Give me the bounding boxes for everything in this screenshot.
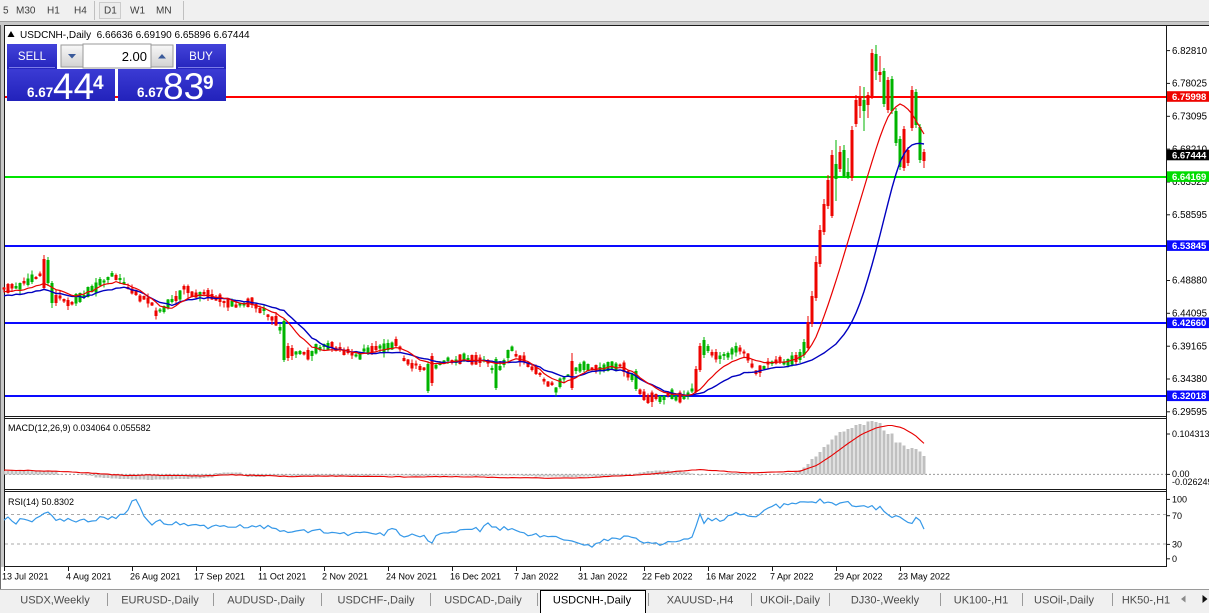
svg-text:XAUUSD-,H4: XAUUSD-,H4 (667, 595, 734, 607)
svg-text:22 Feb 2022: 22 Feb 2022 (642, 572, 693, 582)
svg-text:2 Nov 2021: 2 Nov 2021 (322, 572, 368, 582)
svg-text:6.42660: 6.42660 (1172, 318, 1206, 329)
svg-text:6.29595: 6.29595 (1172, 407, 1207, 418)
svg-text:H4: H4 (74, 6, 87, 17)
svg-text:7 Apr 2022: 7 Apr 2022 (770, 572, 814, 582)
svg-text:USDCAD-,Daily: USDCAD-,Daily (444, 595, 522, 607)
svg-text:100: 100 (1172, 495, 1187, 505)
svg-text:16 Mar 2022: 16 Mar 2022 (706, 572, 757, 582)
svg-text:USOil-,Daily: USOil-,Daily (1034, 595, 1094, 607)
svg-text:13 Jul 2021: 13 Jul 2021 (2, 572, 49, 582)
svg-text:6.67: 6.67 (137, 85, 163, 100)
svg-text:SELL: SELL (18, 51, 47, 63)
svg-text:USDCHF-,Daily: USDCHF-,Daily (338, 595, 416, 607)
svg-text:6.58595: 6.58595 (1172, 210, 1207, 221)
svg-text:5: 5 (3, 6, 9, 17)
svg-text:70: 70 (1172, 511, 1182, 521)
svg-text:44: 44 (53, 66, 94, 107)
svg-text:2.00: 2.00 (122, 49, 147, 64)
svg-text:6.53845: 6.53845 (1172, 241, 1207, 252)
svg-text:6.67: 6.67 (27, 85, 53, 100)
svg-text:6.82810: 6.82810 (1172, 46, 1208, 57)
svg-text:RSI(14) 50.8302: RSI(14) 50.8302 (8, 497, 74, 507)
svg-text:EURUSD-,Daily: EURUSD-,Daily (121, 595, 199, 607)
svg-text:29 Apr 2022: 29 Apr 2022 (834, 572, 883, 582)
svg-text:6.32018: 6.32018 (1172, 391, 1206, 402)
svg-text:26 Aug 2021: 26 Aug 2021 (130, 572, 181, 582)
svg-text:BUY: BUY (189, 51, 213, 63)
svg-text:7 Jan 2022: 7 Jan 2022 (514, 572, 559, 582)
svg-text:HK50-,H1: HK50-,H1 (1122, 595, 1170, 607)
svg-text:DJ30-,Weekly: DJ30-,Weekly (851, 595, 920, 607)
svg-text:6.75998: 6.75998 (1172, 92, 1206, 103)
svg-text:6.34380: 6.34380 (1172, 374, 1208, 385)
svg-text:24 Nov 2021: 24 Nov 2021 (386, 572, 437, 582)
svg-text:MACD(12,26,9) 0.034064 0.05558: MACD(12,26,9) 0.034064 0.055582 (8, 423, 151, 433)
svg-text:17 Sep 2021: 17 Sep 2021 (194, 572, 245, 582)
svg-text:6.64169: 6.64169 (1172, 172, 1206, 183)
svg-text:USDX,Weekly: USDX,Weekly (20, 595, 90, 607)
svg-text:4 Aug 2021: 4 Aug 2021 (66, 572, 112, 582)
svg-text:MN: MN (156, 6, 172, 17)
svg-text:USDCNH-,Daily 6.66636 6.69190: USDCNH-,Daily 6.66636 6.69190 6.65896 6.… (20, 30, 250, 41)
svg-text:30: 30 (1172, 540, 1182, 550)
svg-text:4: 4 (93, 73, 104, 94)
svg-text:D1: D1 (104, 6, 117, 17)
svg-text:AUDUSD-,Daily: AUDUSD-,Daily (227, 595, 305, 607)
svg-text:31 Jan 2022: 31 Jan 2022 (578, 572, 628, 582)
svg-text:6.48880: 6.48880 (1172, 276, 1208, 287)
svg-text:UKOil-,Daily: UKOil-,Daily (760, 595, 820, 607)
svg-text:6.78025: 6.78025 (1172, 79, 1207, 90)
svg-text:9: 9 (203, 73, 214, 94)
svg-text:0.104313: 0.104313 (1172, 429, 1209, 439)
svg-text:W1: W1 (130, 6, 145, 17)
svg-text:11 Oct 2021: 11 Oct 2021 (258, 572, 306, 582)
svg-text:6.63525: 6.63525 (1172, 177, 1207, 188)
svg-text:16 Dec 2021: 16 Dec 2021 (450, 572, 501, 582)
svg-text:6.44095: 6.44095 (1172, 309, 1207, 320)
svg-text:83: 83 (163, 66, 204, 107)
svg-text:M30: M30 (16, 6, 36, 17)
svg-text:USDCNH-,Daily: USDCNH-,Daily (553, 595, 632, 607)
svg-text:UK100-,H1: UK100-,H1 (954, 595, 1008, 607)
svg-text:0.00: 0.00 (1172, 469, 1190, 479)
svg-text:H1: H1 (47, 6, 60, 17)
svg-text:6.73095: 6.73095 (1172, 112, 1207, 123)
svg-text:6.39165: 6.39165 (1172, 341, 1207, 352)
svg-text:-0.026249: -0.026249 (1172, 477, 1209, 487)
svg-text:6.67444: 6.67444 (1172, 150, 1207, 161)
svg-text:23 May 2022: 23 May 2022 (898, 572, 950, 582)
svg-text:0: 0 (1172, 554, 1177, 564)
